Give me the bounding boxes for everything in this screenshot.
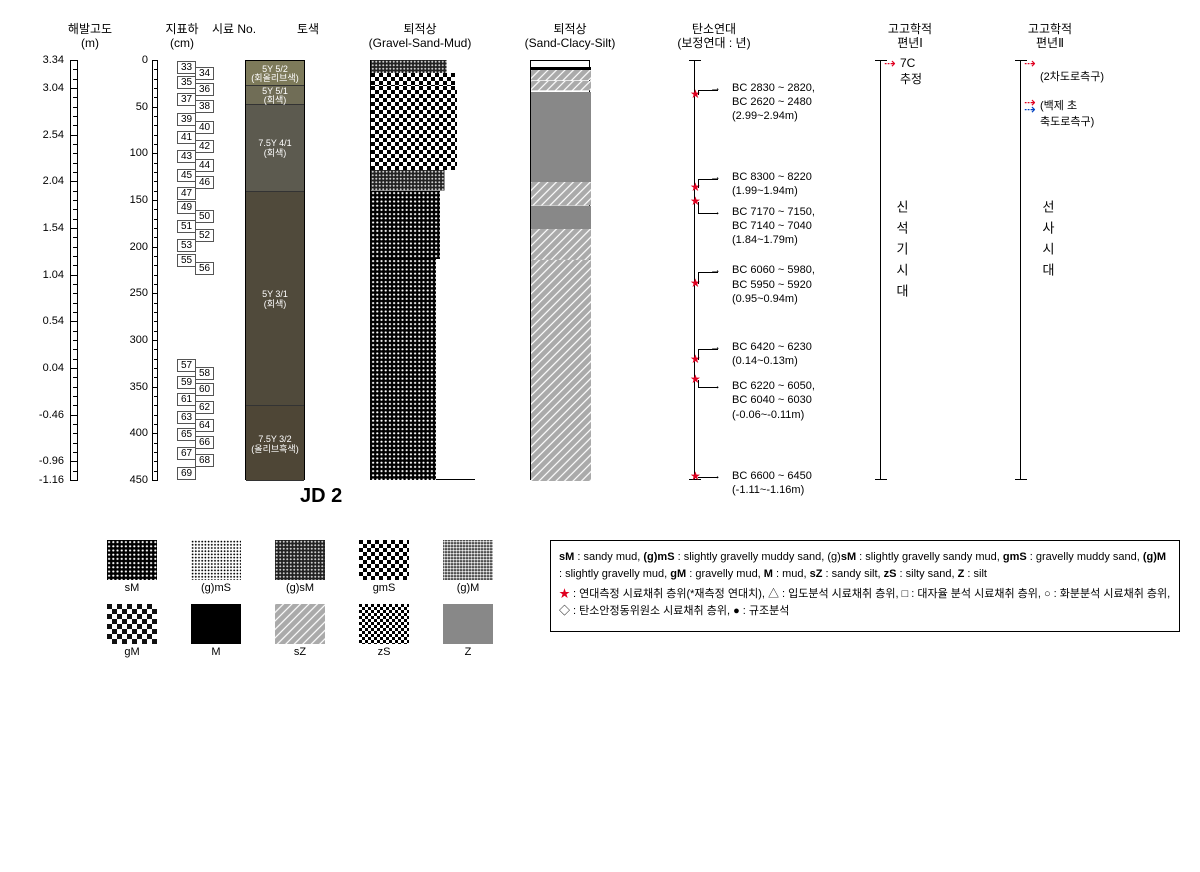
sample-43: 43 <box>177 150 196 163</box>
sample-66: 66 <box>195 436 214 449</box>
sample-49: 49 <box>177 201 196 214</box>
header-sed2: 퇴적상(Sand-Clacy-Silt) <box>515 22 625 51</box>
sample-52: 52 <box>195 229 214 242</box>
sample-35: 35 <box>177 76 196 89</box>
sample-58: 58 <box>195 367 214 380</box>
sample-46: 46 <box>195 176 214 189</box>
sample-38: 38 <box>195 100 214 113</box>
carbon-date-0: BC 2830 ~ 2820,BC 2620 ~ 2480(2.99~2.94m… <box>732 81 815 124</box>
sample-41: 41 <box>177 131 196 144</box>
carbon-date-4: BC 6420 ~ 6230(0.14~0.13m) <box>732 340 812 369</box>
sample-34: 34 <box>195 67 214 80</box>
sample-51: 51 <box>177 220 196 233</box>
carbon-date-3: BC 6060 ~ 5980,BC 5950 ~ 5920(0.95~0.94m… <box>732 263 815 306</box>
sample-47: 47 <box>177 187 196 200</box>
sample-63: 63 <box>177 411 196 424</box>
sample-53: 53 <box>177 239 196 252</box>
sample-56: 56 <box>195 262 214 275</box>
legend-swatch-(g)mS: (g)mS <box>174 540 258 594</box>
sample-65: 65 <box>177 428 196 441</box>
sample-33: 33 <box>177 61 196 74</box>
legend-swatch-(g)M: (g)M <box>426 540 510 594</box>
legend-swatch-zS: zS <box>342 604 426 658</box>
legend-swatch-gM: gM <box>90 604 174 658</box>
header-arch1: 고고학적편년Ⅰ <box>855 22 965 51</box>
header-arch2: 고고학적편년Ⅱ <box>995 22 1105 51</box>
sample-67: 67 <box>177 447 196 460</box>
sample-62: 62 <box>195 401 214 414</box>
header-carbon: 탄소연대(보정연대 : 년) <box>659 22 769 51</box>
header-soil: 토색 <box>253 22 363 36</box>
carbon-date-5: BC 6220 ~ 6050,BC 6040 ~ 6030(-0.06~-0.1… <box>732 379 815 422</box>
legend-swatch-sZ: sZ <box>258 604 342 658</box>
legend-swatch-M: M <box>174 604 258 658</box>
carbon-date-1: BC 8300 ~ 8220(1.99~1.94m) <box>732 170 812 199</box>
sample-50: 50 <box>195 210 214 223</box>
sample-60: 60 <box>195 383 214 396</box>
header-sed1: 퇴적상(Gravel-Sand-Mud) <box>365 22 475 51</box>
sample-55: 55 <box>177 254 196 267</box>
sample-42: 42 <box>195 140 214 153</box>
sample-45: 45 <box>177 169 196 182</box>
legend-swatch-(g)sM: (g)sM <box>258 540 342 594</box>
chart-title: JD 2 <box>300 485 342 508</box>
sample-37: 37 <box>177 93 196 106</box>
sample-40: 40 <box>195 121 214 134</box>
sample-44: 44 <box>195 159 214 172</box>
legend-swatch-gmS: gmS <box>342 540 426 594</box>
legend-text-box: sM : sandy mud, (g)mS : slightly gravell… <box>550 540 1180 632</box>
sample-64: 64 <box>195 419 214 432</box>
carbon-date-2: BC 7170 ~ 7150,BC 7140 ~ 7040(1.84~1.79m… <box>732 205 815 248</box>
sample-39: 39 <box>177 113 196 126</box>
sample-36: 36 <box>195 83 214 96</box>
carbon-date-6: BC 6600 ~ 6450(-1.11~-1.16m) <box>732 469 812 498</box>
legend: sM(g)mS(g)sMgmS(g)MgMMsZzSZsM : sandy mu… <box>90 540 1150 668</box>
sample-61: 61 <box>177 393 196 406</box>
sample-59: 59 <box>177 376 196 389</box>
sample-68: 68 <box>195 454 214 467</box>
legend-swatch-sM: sM <box>90 540 174 594</box>
carbon-star-6: ★ <box>690 469 701 483</box>
sample-57: 57 <box>177 359 196 372</box>
legend-swatch-Z: Z <box>426 604 510 658</box>
sample-69: 69 <box>177 467 196 480</box>
